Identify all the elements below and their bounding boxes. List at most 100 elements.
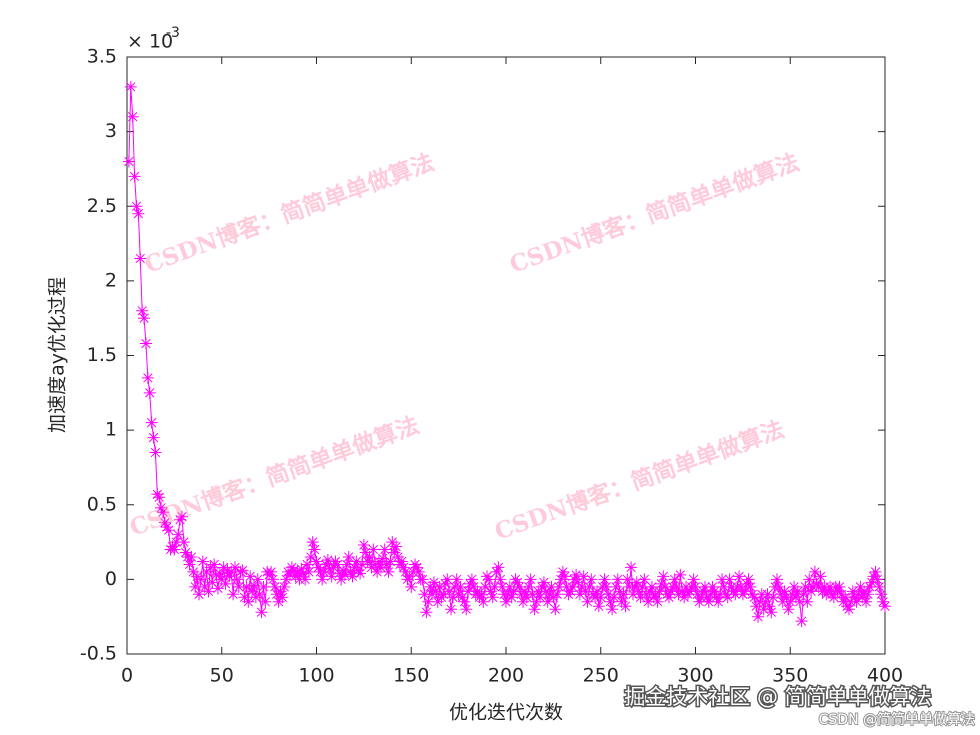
data-point bbox=[130, 200, 143, 213]
data-point bbox=[465, 573, 478, 586]
data-point bbox=[232, 580, 245, 593]
data-point bbox=[617, 588, 630, 601]
data-point bbox=[797, 588, 810, 601]
x-tick-label: 0 bbox=[121, 665, 133, 687]
data-point bbox=[564, 585, 577, 598]
data-point bbox=[202, 585, 215, 598]
y-tick-label: -0.5 bbox=[80, 643, 117, 665]
data-point bbox=[210, 568, 223, 581]
data-point bbox=[155, 501, 168, 514]
data-point bbox=[568, 573, 581, 586]
data-point bbox=[316, 573, 329, 586]
data-point bbox=[799, 580, 812, 593]
data-point bbox=[350, 555, 363, 568]
data-point bbox=[253, 588, 266, 601]
data-point bbox=[549, 603, 562, 616]
y-axis-label: 加速度ay优化过程 bbox=[47, 277, 69, 433]
data-point bbox=[848, 591, 861, 604]
data-point bbox=[191, 570, 204, 583]
data-point bbox=[158, 516, 171, 529]
data-point bbox=[363, 550, 376, 563]
data-point bbox=[879, 600, 891, 613]
data-point bbox=[441, 573, 454, 586]
data-point bbox=[304, 550, 317, 563]
y-exponent-base: × 10 bbox=[127, 31, 173, 53]
data-point bbox=[770, 573, 783, 586]
data-point bbox=[545, 580, 558, 593]
data-point bbox=[831, 585, 844, 598]
data-point bbox=[664, 585, 677, 598]
data-point bbox=[814, 570, 827, 583]
data-point bbox=[835, 588, 848, 601]
data-point bbox=[134, 252, 147, 265]
data-point bbox=[877, 595, 890, 608]
data-point bbox=[700, 591, 713, 604]
data-point bbox=[242, 595, 255, 608]
data-point bbox=[265, 565, 278, 578]
data-point bbox=[638, 573, 651, 586]
data-point bbox=[697, 585, 710, 598]
data-point bbox=[515, 588, 528, 601]
data-point bbox=[323, 562, 336, 575]
data-point bbox=[625, 561, 638, 574]
data-point bbox=[348, 561, 361, 574]
data-point bbox=[208, 558, 221, 571]
data-point bbox=[482, 573, 495, 586]
data-point bbox=[189, 580, 202, 593]
data-point bbox=[577, 570, 590, 583]
y-tick-label: 3 bbox=[105, 120, 117, 142]
data-point bbox=[640, 588, 653, 601]
data-point bbox=[657, 570, 670, 583]
data-point bbox=[266, 573, 279, 586]
data-point bbox=[397, 561, 410, 574]
data-point bbox=[570, 568, 583, 581]
data-point bbox=[452, 588, 465, 601]
data-point bbox=[422, 595, 435, 608]
data-point bbox=[479, 580, 492, 593]
data-point bbox=[481, 570, 494, 583]
data-point bbox=[172, 528, 185, 541]
data-point bbox=[765, 606, 778, 619]
x-tick-label: 400 bbox=[867, 665, 903, 687]
data-point bbox=[740, 577, 753, 590]
data-point bbox=[361, 555, 374, 568]
data-point bbox=[285, 561, 298, 574]
data-point bbox=[693, 595, 706, 608]
plot-layer: 0 50 100 150 200 250 300 350 400-0.500.511.522.5… bbox=[80, 46, 903, 687]
data-point bbox=[302, 565, 315, 578]
data-point bbox=[793, 595, 806, 608]
data-point bbox=[206, 576, 219, 589]
data-point bbox=[748, 591, 761, 604]
data-point bbox=[733, 570, 746, 583]
data-point bbox=[541, 595, 554, 608]
data-point bbox=[331, 558, 344, 571]
data-point bbox=[329, 555, 342, 568]
data-point bbox=[276, 591, 289, 604]
data-point bbox=[507, 585, 520, 598]
data-point bbox=[147, 431, 160, 444]
data-point bbox=[301, 558, 314, 571]
data-point bbox=[486, 591, 499, 604]
data-point bbox=[138, 312, 151, 325]
data-point bbox=[255, 606, 268, 619]
data-point bbox=[325, 570, 338, 583]
data-point bbox=[850, 595, 863, 608]
data-point bbox=[174, 513, 187, 526]
data-point bbox=[772, 580, 785, 593]
data-point bbox=[420, 606, 433, 619]
data-point bbox=[509, 573, 522, 586]
data-point bbox=[873, 580, 886, 593]
data-point bbox=[390, 540, 403, 553]
data-point bbox=[861, 588, 874, 601]
data-point bbox=[860, 595, 873, 608]
data-point bbox=[136, 304, 149, 317]
data-point bbox=[211, 582, 224, 595]
data-point bbox=[784, 595, 797, 608]
data-point bbox=[746, 588, 759, 601]
data-point bbox=[833, 580, 846, 593]
data-point bbox=[145, 416, 158, 429]
data-point bbox=[410, 561, 423, 574]
data-point bbox=[687, 573, 700, 586]
data-point bbox=[869, 565, 882, 578]
